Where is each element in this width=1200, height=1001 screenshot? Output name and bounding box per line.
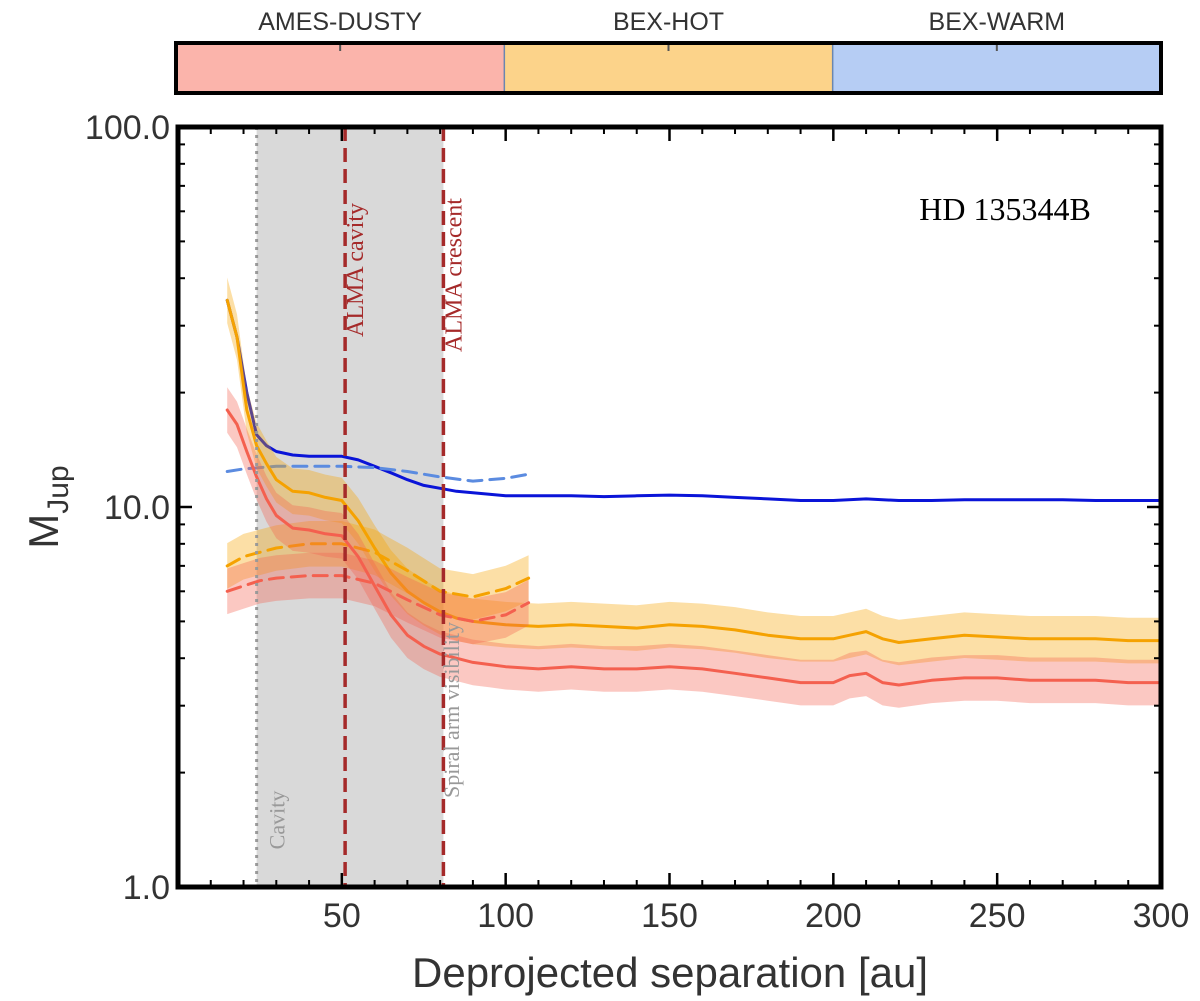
series-ames-dusty-band <box>227 387 1161 708</box>
x-tick-label-50: 50 <box>323 897 361 935</box>
y-axis-label: MJup <box>20 465 75 548</box>
x-tick-label-150: 150 <box>641 897 698 935</box>
model-bar-label-ames-dusty: AMES-DUSTY <box>258 8 422 36</box>
x-tick-label-250: 250 <box>969 897 1026 935</box>
model-bar-segment-bex-warm <box>832 43 1161 93</box>
series-bex-warm-dashed-line <box>225 464 531 483</box>
y-axis-label-sub: Jup <box>42 465 75 513</box>
series-ames-dusty-dashed-line <box>225 574 531 623</box>
y-tick-label-100-0: 100.0 <box>85 109 170 147</box>
model-bar-segment-ames-dusty <box>176 43 505 93</box>
x-tick-label-100: 100 <box>477 897 534 935</box>
y-tick-label-10-0: 10.0 <box>104 489 170 527</box>
series-bex-warm-line <box>225 298 1161 502</box>
vline-label-alma-crescent: ALMA crescent <box>441 198 467 352</box>
model-bar: AMES-DUSTY BEX-HOT BEX-WARM <box>174 8 1163 95</box>
plot-area: Cavity ALMA cavity ALMA crescent Spiral arm… <box>85 109 1189 935</box>
cavity-shaded-region <box>256 127 444 887</box>
y-axis-label-main: M <box>20 514 67 549</box>
vline-label-cavity: Cavity <box>265 791 290 850</box>
vline-label-alma-cavity: ALMA cavity <box>343 203 369 337</box>
chart-title: HD 135344B <box>919 191 1091 227</box>
model-bar-label-bex-hot: BEX-HOT <box>613 8 724 36</box>
model-bar-segment-bex-hot <box>504 43 833 93</box>
model-bar-label-bex-warm: BEX-WARM <box>929 8 1066 36</box>
model-bar-frame <box>174 41 1163 95</box>
y-tick-label-1-0: 1.0 <box>123 869 170 907</box>
x-tick-label-300: 300 <box>1133 897 1190 935</box>
x-tick-label-200: 200 <box>805 897 862 935</box>
series-ames-dusty-line <box>225 408 1161 687</box>
series-bex-hot-band <box>227 277 1161 666</box>
x-axis-label: Deprojected separation [au] <box>412 949 928 996</box>
series-bex-hot-line <box>225 298 1161 644</box>
annotation-spiral-arm-visibility: Spiral arm visibility <box>439 622 464 798</box>
